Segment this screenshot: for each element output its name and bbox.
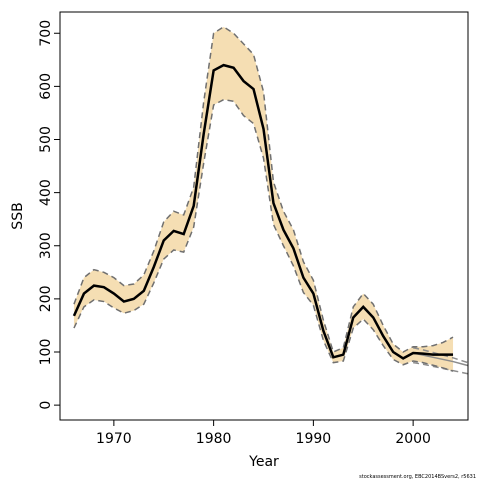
band-lower [73, 98, 454, 372]
plot-frame [59, 11, 469, 421]
x-tick-label: 1990 [296, 431, 332, 447]
y-tick-label: 300 [38, 232, 54, 259]
ssb-line [72, 63, 454, 360]
x-tick-label: 1970 [96, 431, 132, 447]
retro-line [412, 352, 468, 367]
footnote: stockassessment.org, EBC2014BSvers2, r56… [359, 474, 476, 480]
plot-area [72, 25, 468, 375]
y-tick-label: 100 [38, 339, 54, 366]
confidence-band [73, 26, 454, 372]
band-upper [73, 25, 454, 354]
y-tick-label: 600 [38, 73, 54, 100]
y-tick-label: 200 [38, 286, 54, 313]
x-axis-label: Year [248, 454, 279, 470]
y-tick-label: 700 [38, 20, 54, 47]
y-axis-label: SSB [10, 202, 26, 229]
y-tick-label: 0 [38, 401, 54, 410]
x-tick-label: 1980 [196, 431, 232, 447]
y-tick-label: 400 [38, 179, 54, 206]
y-tick-label: 500 [38, 126, 54, 153]
x-tick-label: 2000 [395, 431, 431, 447]
